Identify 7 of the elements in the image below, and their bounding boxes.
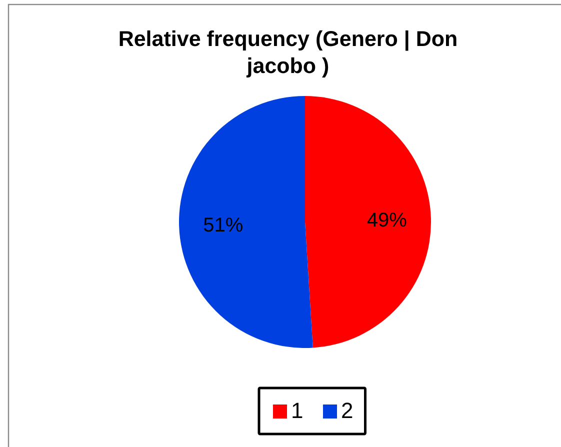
data-label: 49% [366,209,408,232]
data-label: 51% [203,214,244,237]
legend-label: 1 [291,398,304,423]
pie-slice [179,96,313,348]
legend-label: 2 [341,398,354,423]
chart-title: Relative frequency (Genero | Don jacobo ) [118,27,458,78]
pie-slice [305,96,431,348]
